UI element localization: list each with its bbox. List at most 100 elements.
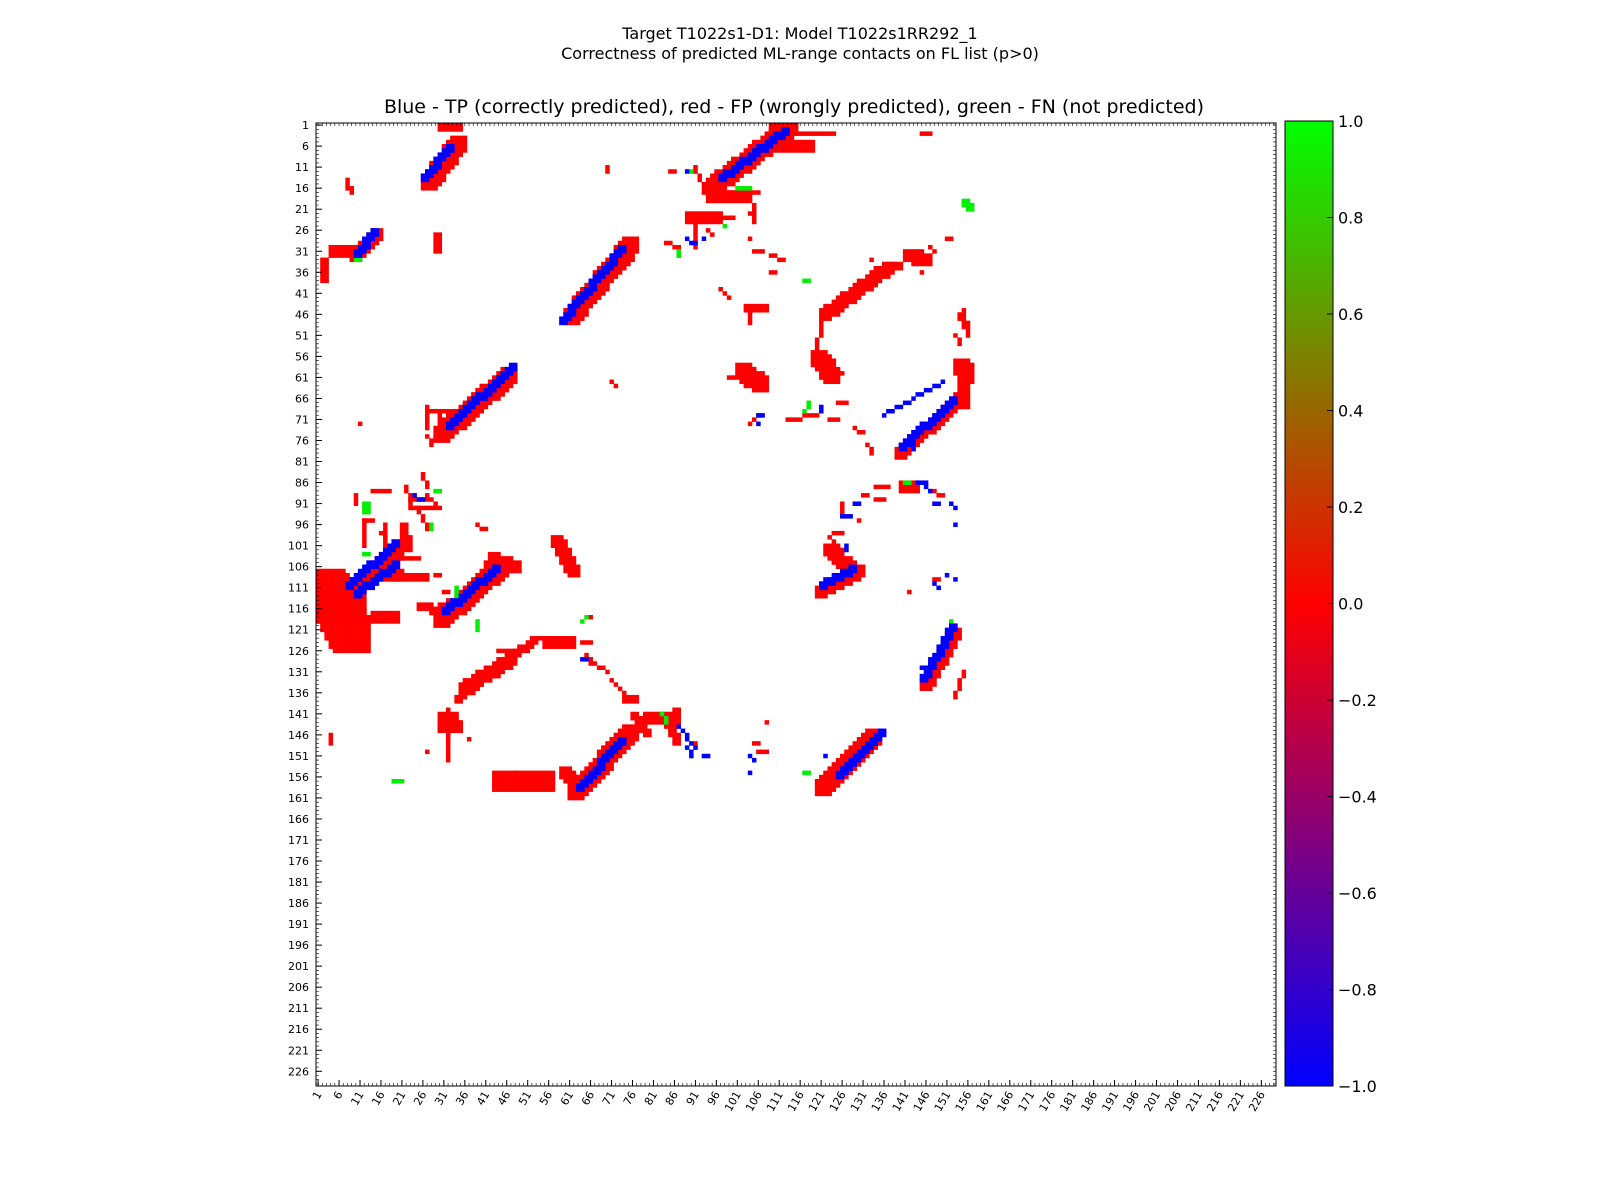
contact-cell-fp: [408, 577, 413, 582]
contact-cell-fp: [819, 324, 824, 330]
contact-cell-tp: [567, 312, 573, 317]
contact-cell-fp: [580, 774, 585, 780]
contact-cell-fp: [529, 640, 535, 645]
contact-cell-fp: [743, 198, 749, 204]
contact-cell-fp: [869, 728, 874, 734]
contact-cell-fp: [357, 648, 363, 654]
contact-cell-tp: [928, 661, 933, 666]
contact-cell-fp: [336, 606, 342, 612]
contact-cell-fp: [366, 631, 371, 637]
contact-cell-tp: [844, 568, 849, 574]
contact-cell-tp: [383, 556, 388, 561]
contact-cell-tp: [953, 522, 958, 528]
contact-cell-fp: [571, 783, 577, 788]
contact-cell-fp: [672, 736, 677, 742]
contact-segment-tp: [580, 657, 589, 662]
contact-cell-fp: [923, 686, 929, 692]
contact-cell-fp: [500, 383, 505, 389]
contact-segment-fp: [517, 774, 531, 780]
contact-cell-fp: [546, 787, 552, 792]
contact-cell-fp: [860, 493, 866, 498]
contact-cell-tp: [496, 375, 501, 380]
contact-cell-tp: [760, 148, 765, 153]
contact-cell-fp: [609, 379, 614, 385]
contact-cell-fp: [546, 779, 552, 784]
contact-cell-tp: [731, 173, 736, 178]
y-tick-label: 171: [288, 834, 309, 847]
contact-cell-tp: [865, 741, 870, 746]
contact-cell-fp: [496, 581, 501, 586]
contact-cell-fp: [429, 497, 434, 502]
contact-cell-fp: [860, 757, 866, 763]
y-tick-label: 121: [288, 624, 309, 637]
contact-cell-fp: [349, 190, 355, 195]
contact-cell-fp: [399, 522, 405, 528]
contact-cell-tp: [953, 505, 958, 511]
contact-cell-fp: [454, 408, 459, 414]
contact-cell-tp: [575, 303, 581, 309]
contact-cell-fp: [475, 589, 480, 595]
contact-cell-tp: [949, 404, 954, 410]
contact-segment-fn: [802, 770, 811, 776]
contact-cell-fp: [320, 615, 325, 620]
contact-cell-fp: [567, 547, 573, 553]
contact-cell-tp: [580, 783, 585, 788]
contact-cell-fp: [441, 589, 447, 595]
x-tick-label: 56: [537, 1089, 555, 1108]
contact-cell-fp: [559, 543, 564, 549]
contact-segment-tp: [944, 572, 950, 578]
contact-cell-fp: [613, 732, 619, 738]
contact-cell-tp: [362, 581, 367, 586]
contact-cell-tp: [819, 408, 824, 414]
contact-cell-fp: [592, 299, 598, 305]
contact-cell-fp: [865, 728, 870, 734]
contact-cell-fp: [831, 762, 837, 767]
contact-cell-fp: [919, 261, 925, 267]
contact-cell-fp: [429, 602, 434, 607]
contact-cell-fp: [571, 644, 577, 649]
contact-cell-fp: [718, 211, 723, 216]
contact-cell-fp: [865, 278, 870, 284]
contact-cell-fp: [592, 783, 598, 788]
contact-cell-fp: [567, 640, 573, 645]
x-tick-label: 116: [785, 1089, 807, 1114]
y-tick-label: 196: [288, 939, 309, 952]
contact-cell-fp: [642, 715, 648, 721]
contact-cell-fp: [718, 186, 723, 191]
contact-cell-tp: [387, 543, 392, 549]
contact-cell-fp: [596, 774, 602, 780]
contact-cell-fp: [953, 392, 958, 397]
contact-cell-fp: [362, 543, 367, 549]
contact-cell-fp: [844, 556, 849, 561]
y-axis: 1611162126313641465156616671768186919610…: [288, 119, 322, 1078]
contact-cell-fp: [425, 493, 430, 498]
contact-cell-fp: [881, 270, 887, 275]
contact-cell-fp: [852, 741, 858, 746]
contact-cell-fp: [785, 148, 791, 153]
contact-cell-fp: [441, 619, 447, 624]
contact-cell-fp: [378, 615, 384, 620]
contact-cell-fp: [827, 131, 832, 136]
contact-cell-fp: [969, 371, 975, 376]
contact-segment-fn: [802, 400, 811, 414]
contact-segment-tp: [701, 753, 711, 759]
contact-cell-fp: [324, 585, 329, 591]
contact-cell-fp: [357, 598, 363, 603]
contact-cell-fp: [798, 139, 803, 145]
contact-cell-tp: [831, 577, 837, 582]
contact-cell-fp: [617, 686, 623, 692]
contact-cell-fp: [328, 636, 334, 641]
contact-cell-fp: [387, 577, 392, 582]
contact-segment-tp: [898, 396, 958, 452]
contact-cell-fp: [911, 480, 916, 485]
contact-cell-fp: [567, 770, 573, 776]
contact-cell-fp: [634, 699, 640, 704]
contact-cell-fp: [328, 244, 334, 250]
contact-cell-tp: [450, 417, 455, 422]
contact-cell-fp: [814, 131, 820, 136]
contact-cell-tp: [395, 543, 401, 549]
contact-cell-tp: [466, 585, 472, 591]
contact-cell-fp: [525, 648, 531, 654]
contact-cell-fp: [873, 265, 879, 271]
contact-cell-fp: [743, 169, 749, 174]
